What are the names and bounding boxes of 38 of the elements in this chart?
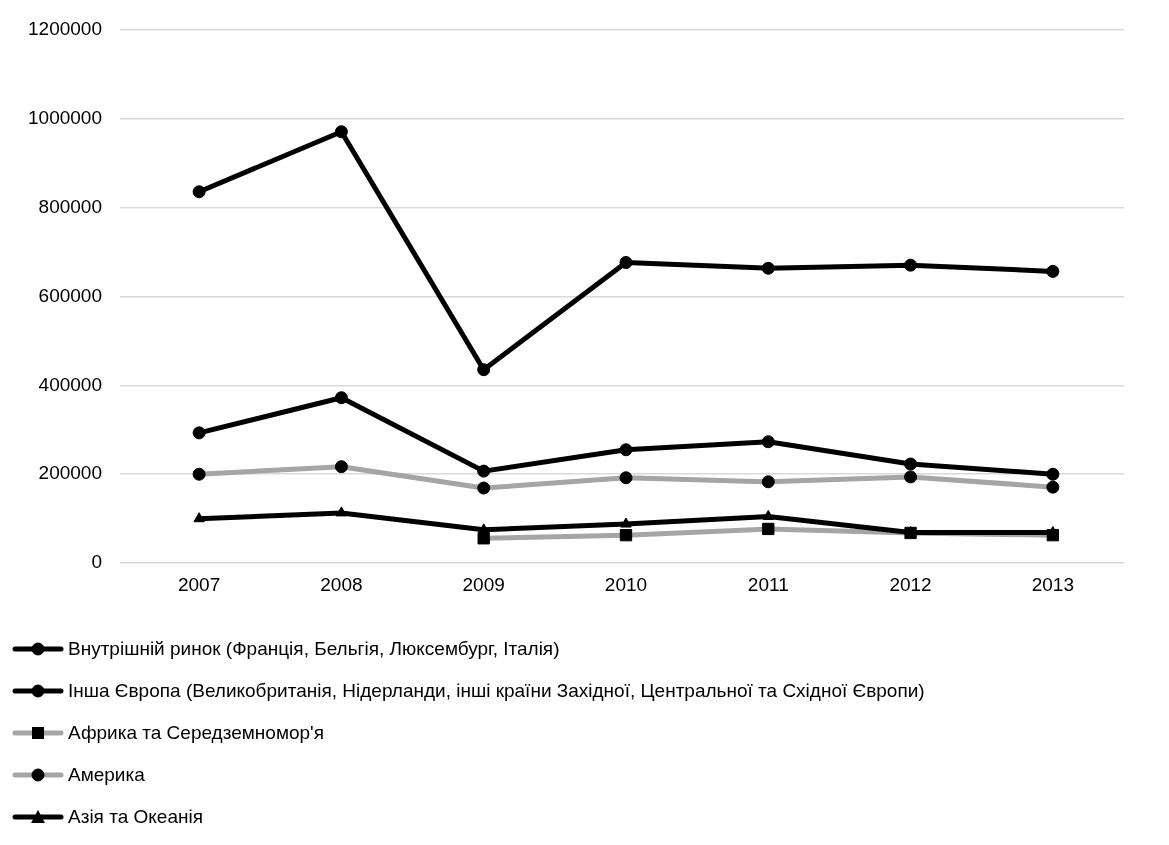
point: [619, 255, 633, 269]
point: [193, 512, 205, 523]
point: [192, 426, 206, 440]
point: [762, 509, 774, 520]
y-tick-label: 200000: [38, 462, 102, 484]
point: [761, 435, 775, 449]
y-tick-label: 600000: [38, 284, 102, 306]
point: [477, 363, 491, 377]
point: [478, 523, 490, 534]
point: [334, 391, 348, 405]
point: [1046, 467, 1060, 481]
x-tick-label: 2009: [462, 573, 505, 595]
point: [904, 258, 918, 272]
legend-label: Азія та Океанія: [68, 806, 203, 828]
y-tick-label: 1200000: [28, 17, 102, 39]
x-tick-label: 2008: [320, 573, 363, 595]
x-tick-label: 2011: [747, 573, 789, 595]
point: [1046, 264, 1060, 278]
legend-label: Америка: [68, 764, 145, 786]
point: [904, 457, 918, 471]
point: [334, 125, 348, 139]
legend-label: Внутрішній ринок (Франція, Бельгія, Люксембург, Італія): [68, 638, 560, 660]
x-tick-label: 2010: [604, 573, 648, 595]
point: [192, 185, 206, 199]
point: [335, 506, 348, 517]
x-tick-label: 2012: [889, 573, 932, 595]
y-tick-label: 800000: [38, 195, 102, 217]
x-tick-label: 2013: [1031, 573, 1074, 595]
legend-label: Африка та Середземномор'я: [68, 722, 324, 744]
point: [477, 464, 491, 478]
point: [620, 517, 632, 528]
y-tick-label: 1000000: [28, 106, 102, 128]
y-tick-label: 400000: [38, 373, 102, 395]
point: [761, 261, 775, 275]
legend-label: Інша Європа (Великобританія, Нідерланди, інші країни Західної, Центральної та Східної Європи): [68, 680, 925, 702]
x-tick-label: 2007: [177, 573, 221, 595]
point: [619, 443, 633, 457]
y-tick-label: 0: [91, 551, 102, 573]
